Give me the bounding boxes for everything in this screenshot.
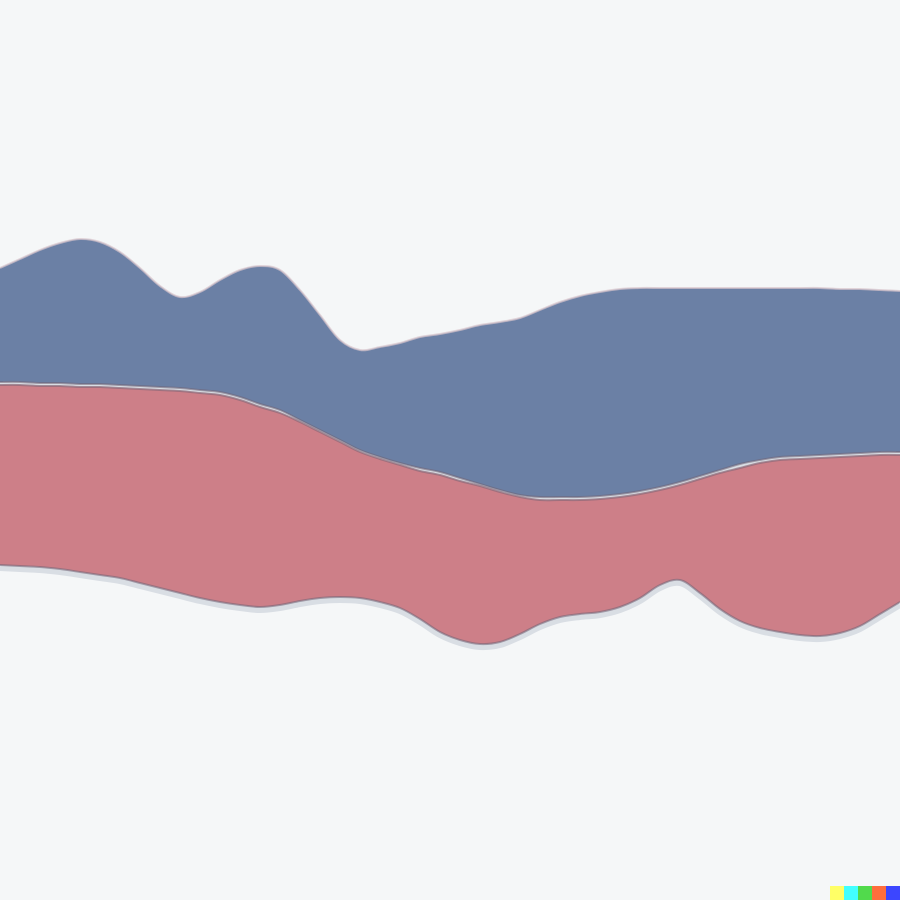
series-2-top-edge [0, 383, 900, 502]
watermark-swatch-5 [886, 886, 900, 900]
series-1-area [0, 238, 900, 498]
color-watermark [830, 886, 900, 900]
watermark-swatch-4 [872, 886, 886, 900]
series-1-bottom-edge [0, 380, 900, 499]
area-series-group [0, 237, 900, 651]
watermark-swatch-3 [858, 886, 872, 900]
series-1-top-edge [0, 237, 900, 352]
watermark-swatch-2 [844, 886, 858, 900]
series-2-bottom-edge [0, 564, 900, 646]
series-2-shadow [0, 565, 900, 651]
watermark-swatch-1 [830, 886, 844, 900]
